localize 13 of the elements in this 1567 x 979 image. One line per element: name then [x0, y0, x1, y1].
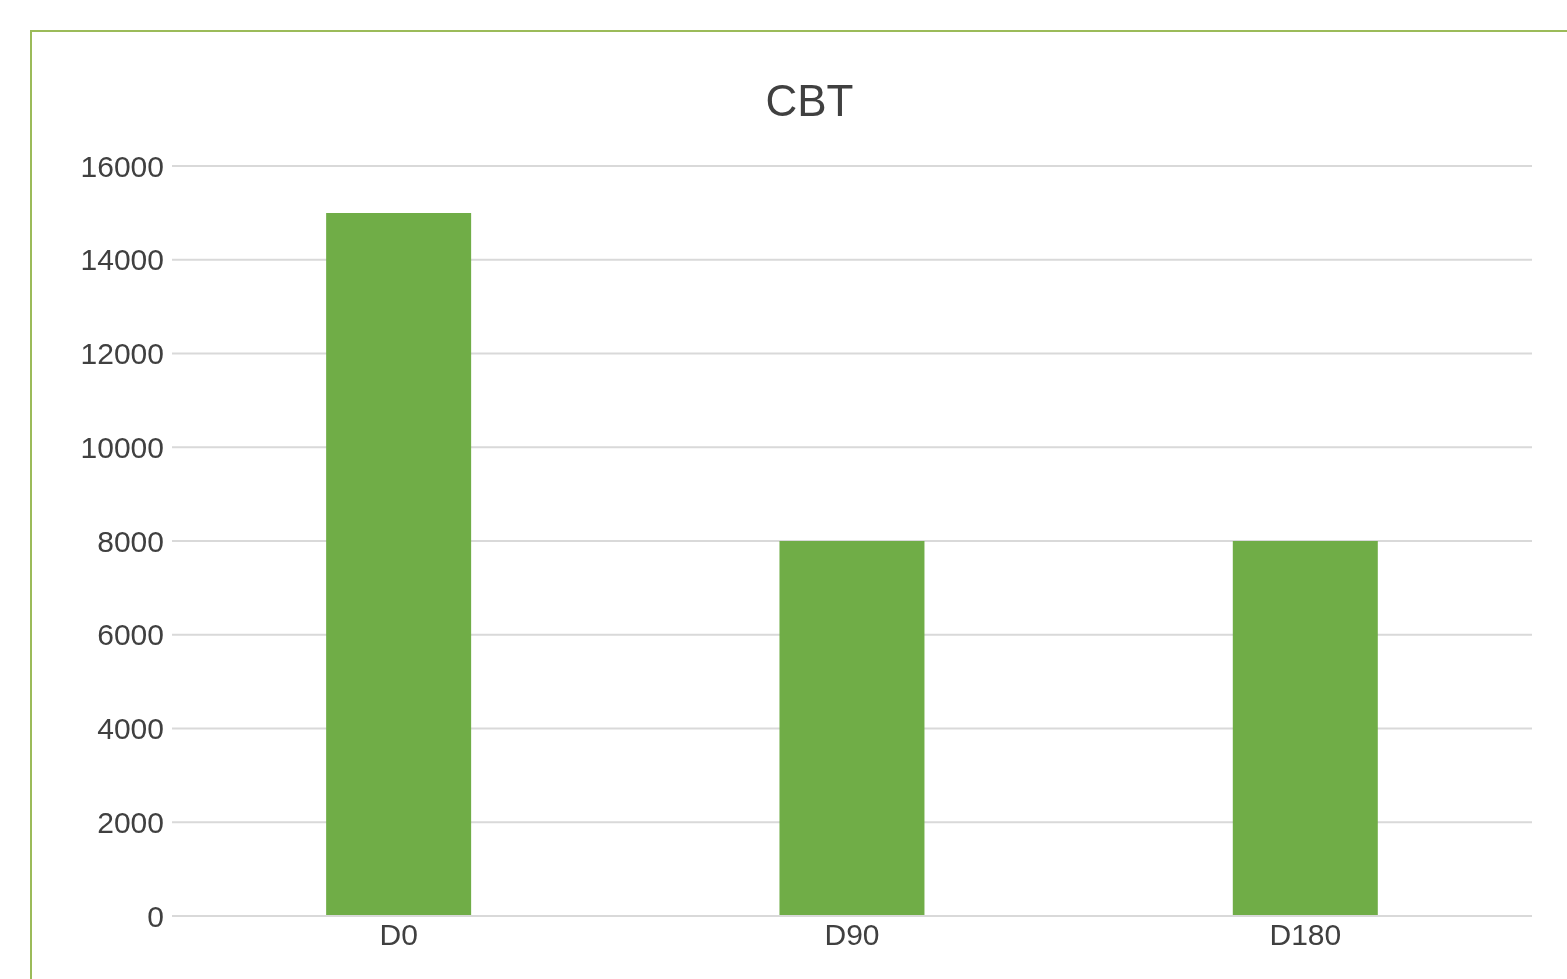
y-tick-label: 6000 [97, 618, 164, 652]
y-tick-label: 10000 [80, 430, 164, 464]
chart-title: CBT [764, 76, 855, 126]
y-tick-label: 16000 [80, 149, 164, 183]
y-tick-label: 8000 [97, 524, 164, 558]
x-tick-label: D90 [824, 918, 880, 952]
y-tick-label: 4000 [97, 712, 164, 746]
y-tick-label: 0 [147, 899, 164, 933]
y-tick-label: 14000 [80, 243, 164, 277]
x-tick-label: D0 [379, 918, 418, 952]
x-tick-label: D180 [1269, 918, 1342, 952]
y-tick-label: 12000 [80, 337, 164, 371]
y-tick-label: 2000 [97, 805, 164, 839]
